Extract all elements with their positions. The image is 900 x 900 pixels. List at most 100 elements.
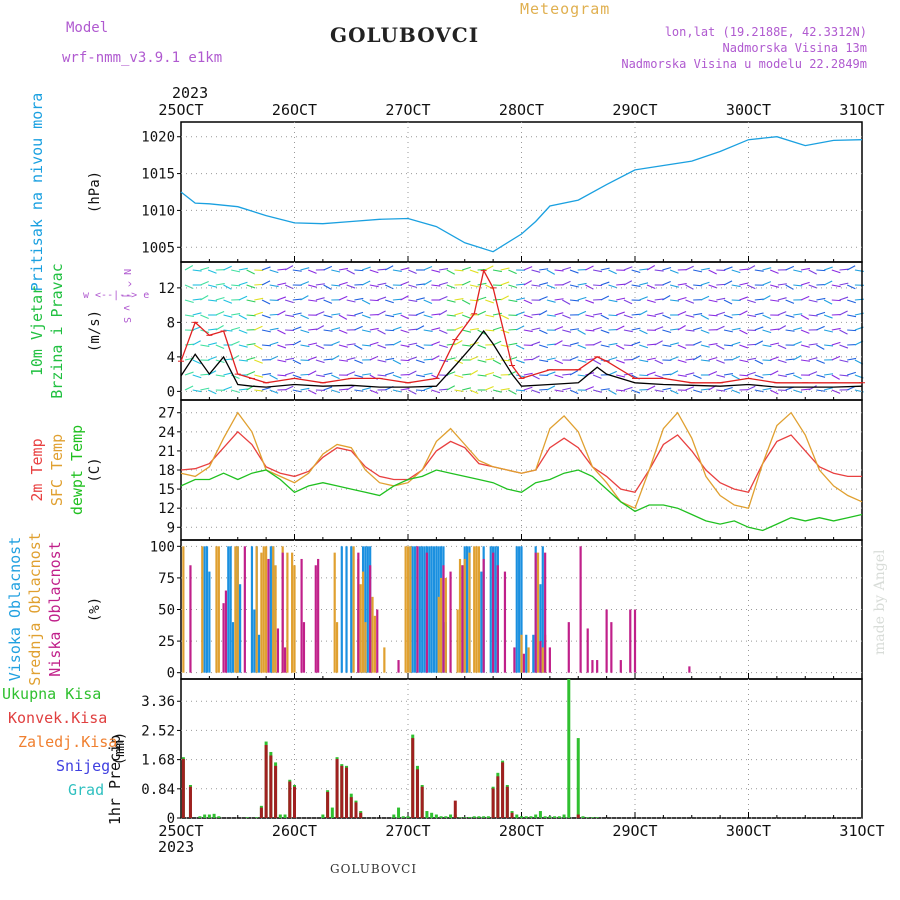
wind-barb <box>639 296 648 301</box>
wind-barb <box>600 267 610 271</box>
precip-legend-item: Konvek.Kisa <box>8 709 107 727</box>
wind-barb <box>839 310 848 316</box>
series-line <box>180 411 863 510</box>
series-bar <box>466 546 469 673</box>
wind-barb <box>754 269 764 272</box>
wind-barb <box>431 313 441 316</box>
wind-barb <box>400 314 409 320</box>
wind-barb <box>777 297 787 301</box>
wind-barb <box>369 269 379 274</box>
wind-barb <box>246 299 256 303</box>
wind-barb <box>831 389 841 394</box>
series-bar <box>250 546 254 673</box>
wind-barb <box>523 372 533 376</box>
wind-barb <box>670 328 680 331</box>
wind-barb <box>569 370 579 376</box>
wind-barb <box>531 389 541 394</box>
time-tick-bottom: 31OCT <box>839 822 884 840</box>
wind-barb <box>508 389 517 395</box>
wind-barb <box>369 327 379 331</box>
wind-barb-field <box>184 265 864 395</box>
y-tick-label: 8 <box>167 315 175 331</box>
wind-barb <box>770 342 780 346</box>
series-bar <box>536 552 540 673</box>
wind-barb <box>477 282 487 286</box>
wind-barb <box>739 310 748 316</box>
wind-barb <box>254 283 264 286</box>
wind-barb <box>631 341 641 346</box>
wind-barb <box>431 389 441 394</box>
wind-barb <box>546 343 556 346</box>
wind-barb <box>300 295 309 301</box>
wind-barb <box>523 266 533 271</box>
wind-barb <box>323 386 333 391</box>
series-bar <box>496 565 499 673</box>
wind-barb <box>723 344 734 347</box>
wind-barb <box>747 343 757 346</box>
wind-barb <box>261 280 271 286</box>
wind-barb <box>277 374 287 377</box>
series-bar <box>317 558 320 673</box>
series-bar <box>203 546 206 673</box>
wind-barb <box>277 296 287 301</box>
wind-barb <box>662 266 672 271</box>
series-bar <box>212 813 216 818</box>
wind-barb <box>338 267 348 271</box>
wind-barb <box>300 329 310 334</box>
wind-barb <box>762 281 772 286</box>
wind-barb <box>377 310 386 316</box>
wind-barb <box>454 269 464 272</box>
wind-barb <box>831 327 841 331</box>
series-bar <box>406 546 410 673</box>
wind-barb <box>739 344 749 349</box>
wind-barb <box>677 283 687 286</box>
wind-barb <box>338 344 348 348</box>
footer-station: GOLUBOVCI <box>330 862 418 876</box>
wind-barb <box>723 373 733 376</box>
series-bar <box>475 546 478 673</box>
wind-barb <box>616 297 626 301</box>
wind-barb <box>531 313 541 316</box>
wind-barb <box>254 325 263 331</box>
wind-barb <box>554 374 564 379</box>
wind-barb <box>754 359 764 365</box>
series-bar <box>461 565 464 673</box>
series-bar <box>274 565 277 673</box>
wind-barb <box>654 374 664 379</box>
series-bar <box>532 634 535 673</box>
compass-ns: N ^ | v S <box>121 269 132 323</box>
wind-barb <box>577 359 587 363</box>
series-bar <box>392 814 396 818</box>
wind-barb <box>662 373 672 376</box>
series-bar <box>406 816 410 818</box>
series-bar <box>207 814 211 818</box>
wind-barb <box>631 284 641 287</box>
wind-barb <box>192 374 202 379</box>
wind-barb <box>608 284 618 289</box>
y-tick-label: 1015 <box>141 167 175 183</box>
wind-barb <box>746 357 757 361</box>
wind-barb <box>769 269 779 274</box>
series-bar <box>534 814 538 818</box>
wind-barb <box>354 297 364 301</box>
wind-barb <box>708 314 718 317</box>
series-bar <box>503 571 507 673</box>
series-bar <box>477 816 481 818</box>
wind-barb <box>515 297 525 301</box>
wind-barb <box>731 341 741 346</box>
series-bar <box>444 816 448 818</box>
series-bar <box>215 546 218 673</box>
series-bar <box>349 797 353 818</box>
wind-barb <box>793 374 802 380</box>
wind-barb <box>654 340 663 346</box>
wind-barb <box>823 387 833 391</box>
wind-barb <box>762 373 772 376</box>
wind-barb <box>616 359 625 364</box>
wind-barb <box>508 284 518 289</box>
wind-barb <box>423 329 433 332</box>
series-bar <box>449 814 453 818</box>
wind-barb <box>577 296 587 301</box>
wind-barb <box>200 266 210 271</box>
series-bar <box>463 817 467 818</box>
wind-barb <box>454 298 464 301</box>
